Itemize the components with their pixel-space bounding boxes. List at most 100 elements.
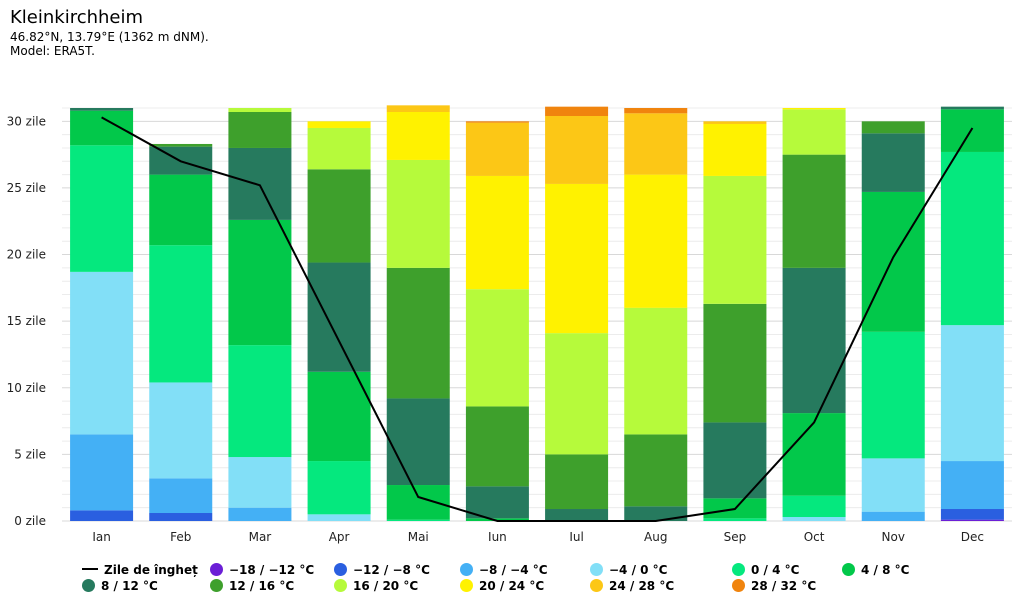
bar-segment [70,108,134,111]
bar-segment [624,113,688,175]
x-tick-label: Mar [249,530,272,544]
bar-segment [465,121,529,123]
bar-segment [228,457,292,508]
chart-header: Kleinkirchheim 46.82°N, 13.79°E (1362 m … [10,6,209,58]
bar-segment [545,115,609,184]
bar-segment [940,109,1004,152]
legend-item[interactable]: −12 / −8 °C [334,562,430,578]
bar-segment [940,325,1004,462]
legend-item[interactable]: 20 / 24 °C [460,578,544,594]
legend-item[interactable]: 0 / 4 °C [732,562,799,578]
bar-segment [465,289,529,407]
y-tick-label: 0 zile [14,514,46,528]
x-tick-label: Oct [804,530,825,544]
bar-segment [228,507,292,521]
legend-item[interactable]: 28 / 32 °C [732,578,816,594]
bar-segment [545,454,609,510]
legend-label: 12 / 16 °C [229,579,295,593]
bar-segment [545,106,609,116]
bar-segment [782,413,846,496]
bar-segment [703,303,767,423]
legend-label: 8 / 12 °C [101,579,158,593]
legend-label: Zile de îngheț [104,563,198,577]
bar-segment [386,105,450,112]
bar-segment [861,458,925,512]
bar-segment [149,174,213,246]
bar-segment [70,271,134,435]
frost-days-line [101,116,974,522]
legend-label: −18 / −12 °C [229,563,315,577]
legend-item[interactable]: −18 / −12 °C [210,562,314,578]
bar-segment [149,143,213,147]
y-tick-label: 30 zile [7,114,46,128]
x-tick-label: Mai [408,530,429,544]
bar-segment [386,159,450,268]
legend-color-swatch [210,563,223,576]
bar-segment [465,406,529,487]
bar-segment [307,371,371,462]
bar-segment [386,485,450,520]
legend-item[interactable]: 24 / 28 °C [590,578,674,594]
bar-segment [703,175,767,304]
bar-segment [782,517,846,521]
legend-item[interactable]: −8 / −4 °C [460,562,548,578]
bar-segment [307,169,371,263]
legend-color-swatch [334,563,347,576]
bar-segment [624,506,688,521]
legend-item[interactable]: Zile de îngheț [82,562,198,578]
bar-segment [782,109,846,155]
bar-segment [703,123,767,176]
bar-segment [307,262,371,372]
legend-label: 24 / 28 °C [609,579,675,593]
bar-segment [228,111,292,148]
bar-segment [545,509,609,521]
legend-color-swatch [732,579,745,592]
y-tick-label: 20 zile [7,248,46,262]
legend-color-swatch [460,563,473,576]
x-tick-label: Aug [644,530,667,544]
legend-item[interactable]: −4 / 0 °C [590,562,667,578]
bar-segment [782,154,846,268]
bar-segment [703,121,767,124]
bar-segment [70,434,134,511]
legend-color-swatch [590,579,603,592]
bar-segment [624,108,688,114]
bar-segment [782,267,846,414]
legend-label: 16 / 20 °C [353,579,419,593]
bar-segment [703,518,767,521]
model-label: Model: ERA5T. [10,44,95,58]
bar-segment [861,191,925,332]
bar-segment [228,345,292,458]
bar-segment [545,333,609,455]
bar-segment [940,461,1004,510]
legend-item[interactable]: 16 / 20 °C [334,578,418,594]
stacked-bar-chart: 0 zile 5 zile 10 zile 15 zile 20 zile 25 zile… [7,105,1012,544]
bar-segment [307,514,371,521]
y-tick-label: 15 zile [7,314,46,328]
bar-segment [386,519,450,521]
bar-segment [703,422,767,499]
legend-label: 20 / 24 °C [479,579,545,593]
bar-segment [228,219,292,346]
bar-segment [861,133,925,192]
bar-segment [307,127,371,170]
bar-segment [624,174,688,308]
x-tick-label: Apr [329,530,350,544]
legend-line-swatch [82,568,98,570]
legend-color-swatch [842,563,855,576]
bar-segment [782,108,846,110]
bar-segment [940,151,1004,326]
legend-color-swatch [590,563,603,576]
legend-label: −12 / −8 °C [353,563,430,577]
bar-segment [465,122,529,176]
bar-segment [861,331,925,459]
legend-color-swatch [210,579,223,592]
bar-segment [940,509,1004,520]
bar-segment [624,434,688,507]
legend-color-swatch [732,563,745,576]
legend-item[interactable]: 8 / 12 °C [82,578,158,594]
bar-segment [149,382,213,479]
legend-item[interactable]: 12 / 16 °C [210,578,294,594]
x-tick-label: Sep [724,530,747,544]
legend-item[interactable]: 4 / 8 °C [842,562,909,578]
